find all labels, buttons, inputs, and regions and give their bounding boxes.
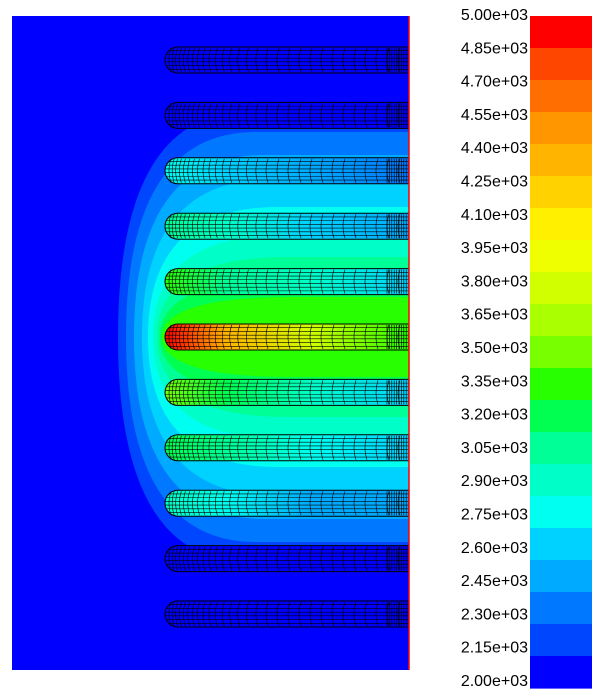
colorbar-tick-label: 4.55e+03 bbox=[461, 107, 528, 124]
colorbar-swatch bbox=[530, 368, 592, 401]
colorbar-swatch bbox=[530, 80, 592, 113]
colorbar-swatch bbox=[530, 432, 592, 465]
colorbar-swatch bbox=[530, 560, 592, 593]
colorbar-tick-label: 2.15e+03 bbox=[461, 640, 528, 657]
colorbar-tick-label: 4.10e+03 bbox=[461, 207, 528, 224]
colorbar-labels: 5.00e+03 4.85e+03 4.70e+03 4.55e+03 4.40e+03… bbox=[461, 7, 528, 690]
tube-mesh bbox=[165, 546, 409, 571]
colorbar-swatches bbox=[530, 16, 592, 689]
colorbar-tick-label: 3.80e+03 bbox=[461, 273, 528, 290]
colorbar-swatch bbox=[530, 144, 592, 177]
colorbar-swatch bbox=[530, 592, 592, 625]
colorbar-swatch bbox=[530, 16, 592, 49]
colorbar-tick-label: 3.50e+03 bbox=[461, 340, 528, 357]
colorbar-tick-label: 2.90e+03 bbox=[461, 473, 528, 490]
tube-mesh bbox=[165, 435, 409, 460]
tube-mesh bbox=[165, 491, 409, 516]
tube bbox=[164, 101, 409, 129]
colorbar-swatch bbox=[530, 48, 592, 81]
tube bbox=[164, 434, 409, 462]
colorbar-swatch bbox=[530, 272, 592, 305]
colorbar-tick-label: 2.75e+03 bbox=[461, 507, 528, 524]
colorbar-tick-label: 4.70e+03 bbox=[461, 74, 528, 91]
colorbar-tick-label: 3.20e+03 bbox=[461, 407, 528, 424]
colorbar-tick-label: 2.00e+03 bbox=[461, 673, 528, 690]
colorbar-tick-label: 4.40e+03 bbox=[461, 140, 528, 157]
tube-bank bbox=[164, 46, 409, 628]
colorbar-swatch bbox=[530, 112, 592, 145]
colorbar-tick-label: 4.85e+03 bbox=[461, 40, 528, 57]
tube-mesh bbox=[165, 214, 409, 239]
colorbar-swatch bbox=[530, 336, 592, 369]
tube bbox=[164, 323, 409, 351]
tube bbox=[164, 46, 409, 74]
colorbar-swatch bbox=[530, 528, 592, 561]
colorbar-tick-label: 2.30e+03 bbox=[461, 606, 528, 623]
colorbar-swatch bbox=[530, 304, 592, 337]
colorbar-swatch bbox=[530, 240, 592, 273]
colorbar-swatch bbox=[530, 400, 592, 433]
colorbar-tick-label: 2.45e+03 bbox=[461, 573, 528, 590]
colorbar-tick-label: 3.35e+03 bbox=[461, 373, 528, 390]
colorbar-tick-label: 2.60e+03 bbox=[461, 540, 528, 557]
tube-mesh bbox=[165, 324, 409, 350]
colorbar-swatch bbox=[530, 208, 592, 241]
tube bbox=[164, 212, 409, 240]
tube-mesh bbox=[165, 158, 409, 183]
colorbar: 5.00e+03 4.85e+03 4.70e+03 4.55e+03 4.40e+03… bbox=[461, 7, 592, 690]
tube bbox=[164, 268, 409, 296]
colorbar-tick-label: 4.25e+03 bbox=[461, 174, 528, 191]
contour-plot bbox=[12, 16, 410, 670]
tube bbox=[164, 545, 409, 573]
colorbar-swatch bbox=[530, 176, 592, 209]
colorbar-swatch bbox=[530, 656, 592, 689]
colorbar-tick-label: 3.95e+03 bbox=[461, 240, 528, 257]
tube bbox=[164, 378, 409, 406]
colorbar-swatch bbox=[530, 496, 592, 529]
tube bbox=[164, 489, 409, 517]
colorbar-tick-label: 5.00e+03 bbox=[461, 7, 528, 24]
tube-mesh bbox=[165, 380, 409, 405]
tube-mesh bbox=[165, 601, 409, 627]
colorbar-tick-label: 3.65e+03 bbox=[461, 307, 528, 324]
tube bbox=[164, 157, 409, 185]
colorbar-swatch bbox=[530, 624, 592, 657]
tube bbox=[164, 600, 409, 628]
colorbar-swatch bbox=[530, 464, 592, 497]
tube-mesh bbox=[165, 103, 409, 128]
colorbar-tick-label: 3.05e+03 bbox=[461, 440, 528, 457]
tube-mesh bbox=[165, 269, 409, 294]
tube-mesh bbox=[165, 47, 409, 73]
